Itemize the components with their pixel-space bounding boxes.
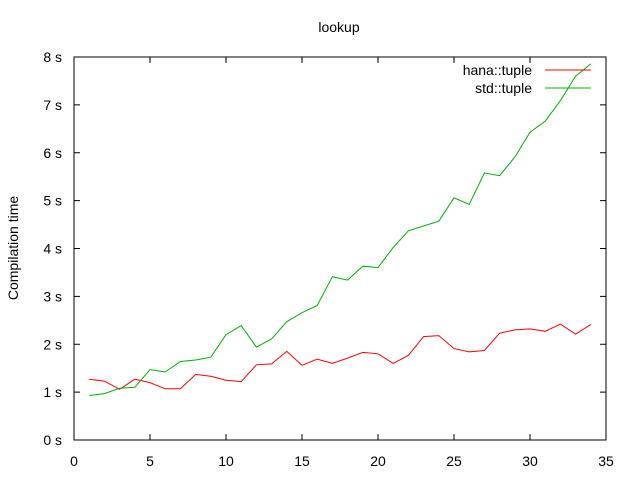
chart-title: lookup bbox=[318, 19, 359, 35]
axis-ticks: 0 5 10 15 20 25 30 35 0 s 1 s 2 s 3 s 4 s 5 s 6 s 7 s 8 … bbox=[43, 49, 614, 469]
legend-label: hana::tuple bbox=[463, 62, 532, 78]
legend-label: std::tuple bbox=[475, 80, 532, 96]
x-tick-label: 35 bbox=[598, 453, 614, 469]
y-tick-label: 7 s bbox=[43, 97, 62, 113]
x-tick-label: 25 bbox=[446, 453, 462, 469]
x-tick-label: 0 bbox=[70, 453, 78, 469]
y-tick-label: 5 s bbox=[43, 193, 62, 209]
plot-frame bbox=[73, 56, 607, 441]
x-tick-label: 15 bbox=[294, 453, 310, 469]
y-tick-label: 2 s bbox=[43, 336, 62, 352]
y-tick-label: 6 s bbox=[43, 145, 62, 161]
series-lines bbox=[89, 63, 592, 396]
y-tick-label: 0 s bbox=[43, 432, 62, 448]
y-tick-label: 4 s bbox=[43, 241, 62, 257]
x-tick-label: 20 bbox=[370, 453, 386, 469]
x-tick-label: 30 bbox=[522, 453, 538, 469]
x-tick-label: 10 bbox=[218, 453, 234, 469]
y-tick-label: 1 s bbox=[43, 384, 62, 400]
y-tick-label: 3 s bbox=[43, 288, 62, 304]
y-tick-label: 8 s bbox=[43, 49, 62, 65]
series-line-std-tuple bbox=[89, 63, 592, 396]
series-line-hana-tuple bbox=[89, 323, 592, 390]
y-axis-label: Compilation time bbox=[5, 196, 21, 300]
x-tick-label: 5 bbox=[146, 453, 154, 469]
